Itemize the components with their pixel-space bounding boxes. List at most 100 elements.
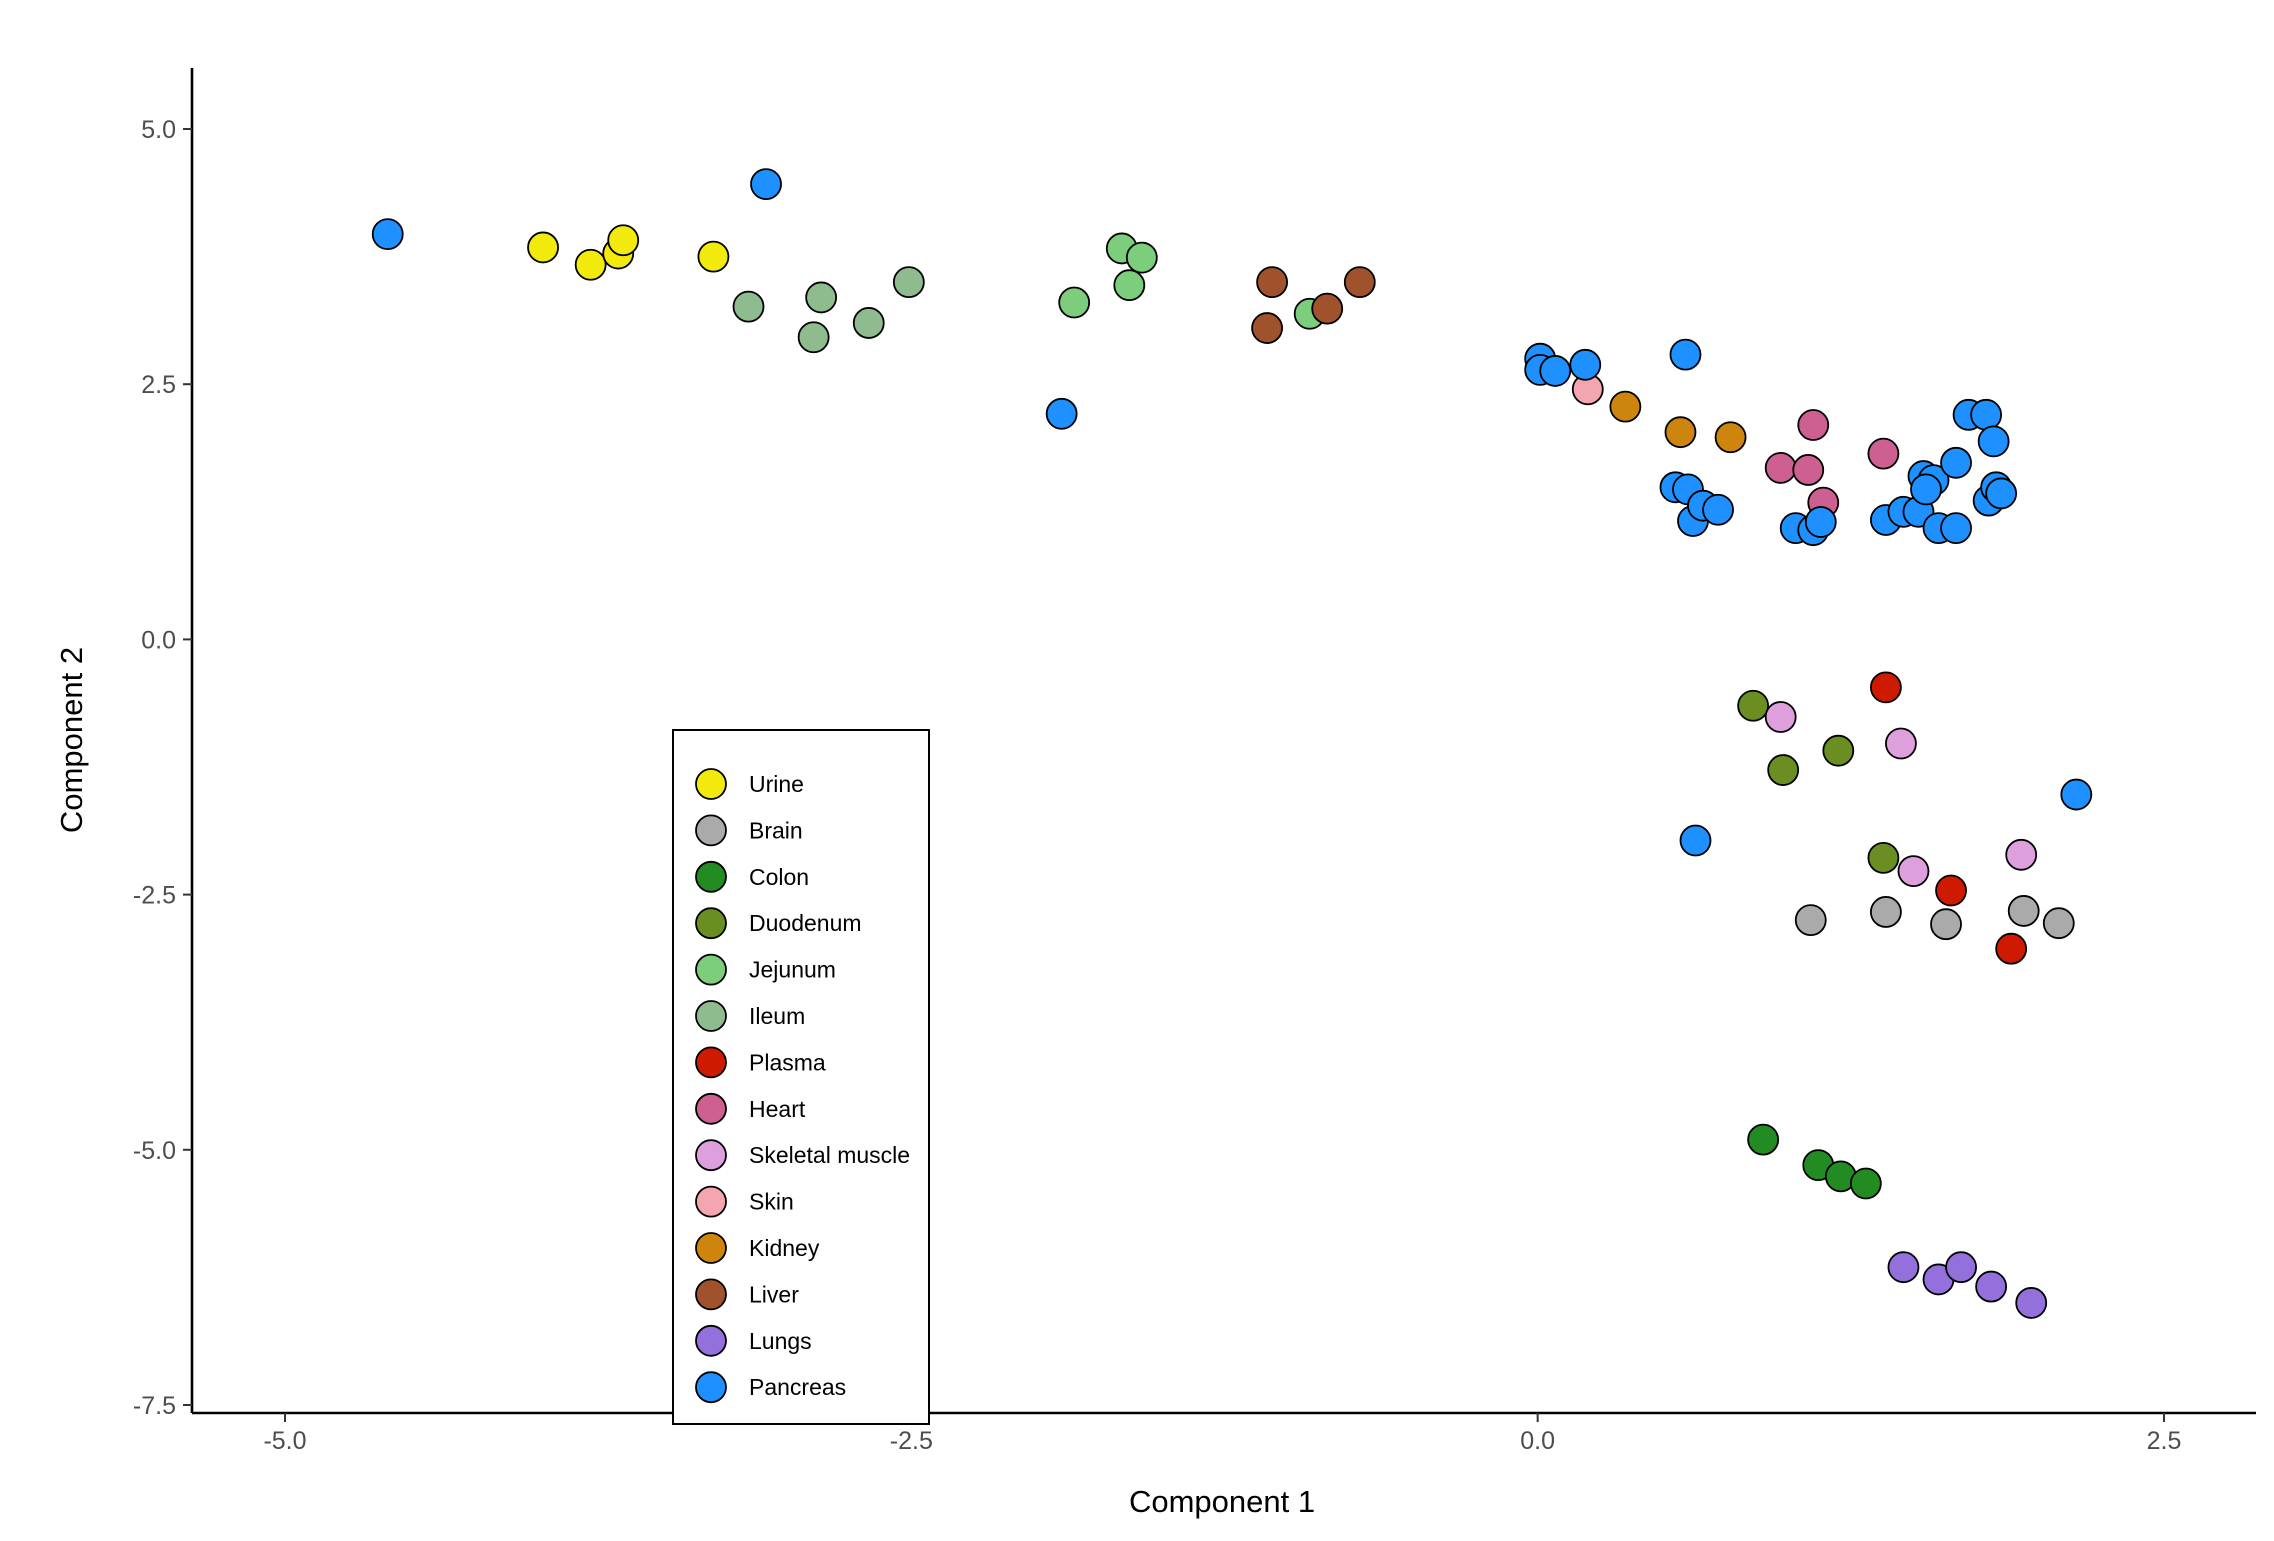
legend-key-lungs — [695, 1324, 727, 1357]
point-kidney — [1609, 390, 1642, 423]
legend: Urine Brain Colon Duodenum Jejunum Ileum Plasm… — [672, 729, 930, 1425]
point-pancreas — [1804, 506, 1837, 538]
point-ileum — [797, 321, 830, 354]
point-plasma — [1870, 671, 1902, 704]
legend-label-heart: Heart — [749, 1096, 806, 1122]
point-liver — [1256, 266, 1289, 299]
point-kidney — [1714, 421, 1747, 454]
point-colon — [1849, 1167, 1882, 1200]
point-pancreas — [1910, 473, 1942, 506]
point-colon — [1747, 1123, 1780, 1156]
point-plasma — [1995, 932, 2028, 965]
legend-key-pancreas — [695, 1371, 727, 1404]
legend-label-brain: Brain — [749, 817, 803, 843]
point-jejunum — [1058, 286, 1091, 319]
point-ileum — [892, 266, 925, 299]
point-plasma — [1935, 874, 1967, 907]
point-brain — [1794, 904, 1827, 937]
legend-key-liver — [695, 1278, 727, 1311]
point-heart — [1797, 409, 1830, 441]
legend-label-jejunum: Jejunum — [749, 957, 836, 983]
legend-key-skeletal-muscle — [695, 1139, 727, 1172]
point-heart — [1792, 454, 1825, 486]
legend-label-plasma: Plasma — [749, 1049, 826, 1075]
point-pancreas — [1569, 348, 1602, 381]
point-pancreas — [1940, 446, 1972, 479]
point-pancreas — [1977, 425, 2010, 458]
y-tick-label: 0.0 — [141, 626, 176, 654]
y-tick-label: -2.5 — [133, 882, 176, 910]
y-tick-label: 2.5 — [141, 371, 176, 399]
y-tick-label: -7.5 — [133, 1392, 176, 1420]
point-skeletal-muscle — [1764, 701, 1797, 733]
point-pancreas — [371, 218, 404, 251]
legend-key-plasma — [695, 1046, 727, 1079]
legend-key-heart — [695, 1092, 727, 1125]
point-duodenum — [1867, 841, 1900, 874]
legend-key-ileum — [695, 1000, 727, 1032]
point-pancreas — [750, 168, 782, 201]
point-pancreas — [1940, 512, 1972, 545]
y-tick-label: 5.0 — [141, 116, 176, 144]
legend-label-ileum: Ileum — [749, 1003, 805, 1029]
point-ileum — [732, 290, 765, 323]
point-lungs — [2015, 1287, 2048, 1319]
point-pancreas — [1702, 493, 1734, 526]
point-pancreas — [1985, 477, 2018, 510]
point-urine — [574, 248, 607, 281]
legend-label-liver: Liver — [749, 1281, 799, 1307]
legend-label-colon: Colon — [749, 864, 809, 890]
point-urine — [607, 224, 640, 257]
point-liver — [1343, 266, 1376, 299]
point-lungs — [1945, 1251, 1977, 1284]
y-tick-label: -5.0 — [133, 1137, 176, 1165]
data-points — [371, 168, 2093, 1319]
point-jejunum — [1113, 269, 1146, 302]
point-lungs — [1975, 1270, 2008, 1303]
point-duodenum — [1737, 689, 1770, 722]
x-tick-label: 2.5 — [2147, 1427, 2182, 1455]
point-heart — [1867, 437, 1900, 470]
point-pancreas — [1679, 824, 1712, 857]
point-brain — [2042, 907, 2075, 940]
legend-key-colon — [695, 860, 727, 893]
point-brain — [1930, 908, 1962, 941]
legend-label-duodenum: Duodenum — [749, 910, 862, 936]
x-tick-label: 0.0 — [1520, 1427, 1555, 1455]
point-ileum — [805, 281, 838, 314]
point-duodenum — [1767, 754, 1800, 786]
point-pancreas — [2060, 778, 2093, 811]
point-skeletal-muscle — [1885, 727, 1917, 760]
axes: -5.0 -2.5 0.0 2.5 5.0 2.5 0.0 -2.5 -5.0 -7.5 — [133, 68, 2256, 1455]
legend-label-skin: Skin — [749, 1189, 794, 1215]
point-brain — [2007, 895, 2040, 927]
point-skeletal-muscle — [1897, 855, 1930, 888]
point-pancreas — [1539, 355, 1572, 387]
point-kidney — [1664, 416, 1697, 449]
legend-label-lungs: Lungs — [749, 1328, 812, 1354]
point-heart — [1764, 452, 1797, 484]
legend-key-duodenum — [695, 907, 727, 940]
point-duodenum — [1822, 734, 1855, 767]
point-jejunum — [1125, 241, 1158, 274]
point-ileum — [852, 307, 885, 339]
legend-key-urine — [695, 768, 727, 800]
x-tick-label: -5.0 — [263, 1427, 306, 1455]
legend-key-skin — [695, 1185, 727, 1218]
legend-label-kidney: Kidney — [749, 1235, 820, 1261]
legend-label-skeletal-muscle: Skeletal muscle — [749, 1142, 910, 1168]
x-tick-label: -2.5 — [890, 1427, 933, 1455]
point-liver — [1251, 312, 1283, 344]
legend-key-kidney — [695, 1232, 727, 1264]
x-axis-title: Component 1 — [1129, 1484, 1315, 1519]
point-liver — [1311, 292, 1344, 325]
point-lungs — [1887, 1251, 1920, 1284]
legend-key-brain — [695, 814, 727, 847]
point-pancreas — [1970, 398, 2003, 431]
legend-label-pancreas: Pancreas — [749, 1374, 846, 1400]
point-brain — [1870, 896, 1902, 928]
legend-label-urine: Urine — [749, 771, 804, 797]
legend-key-jejunum — [695, 953, 727, 986]
